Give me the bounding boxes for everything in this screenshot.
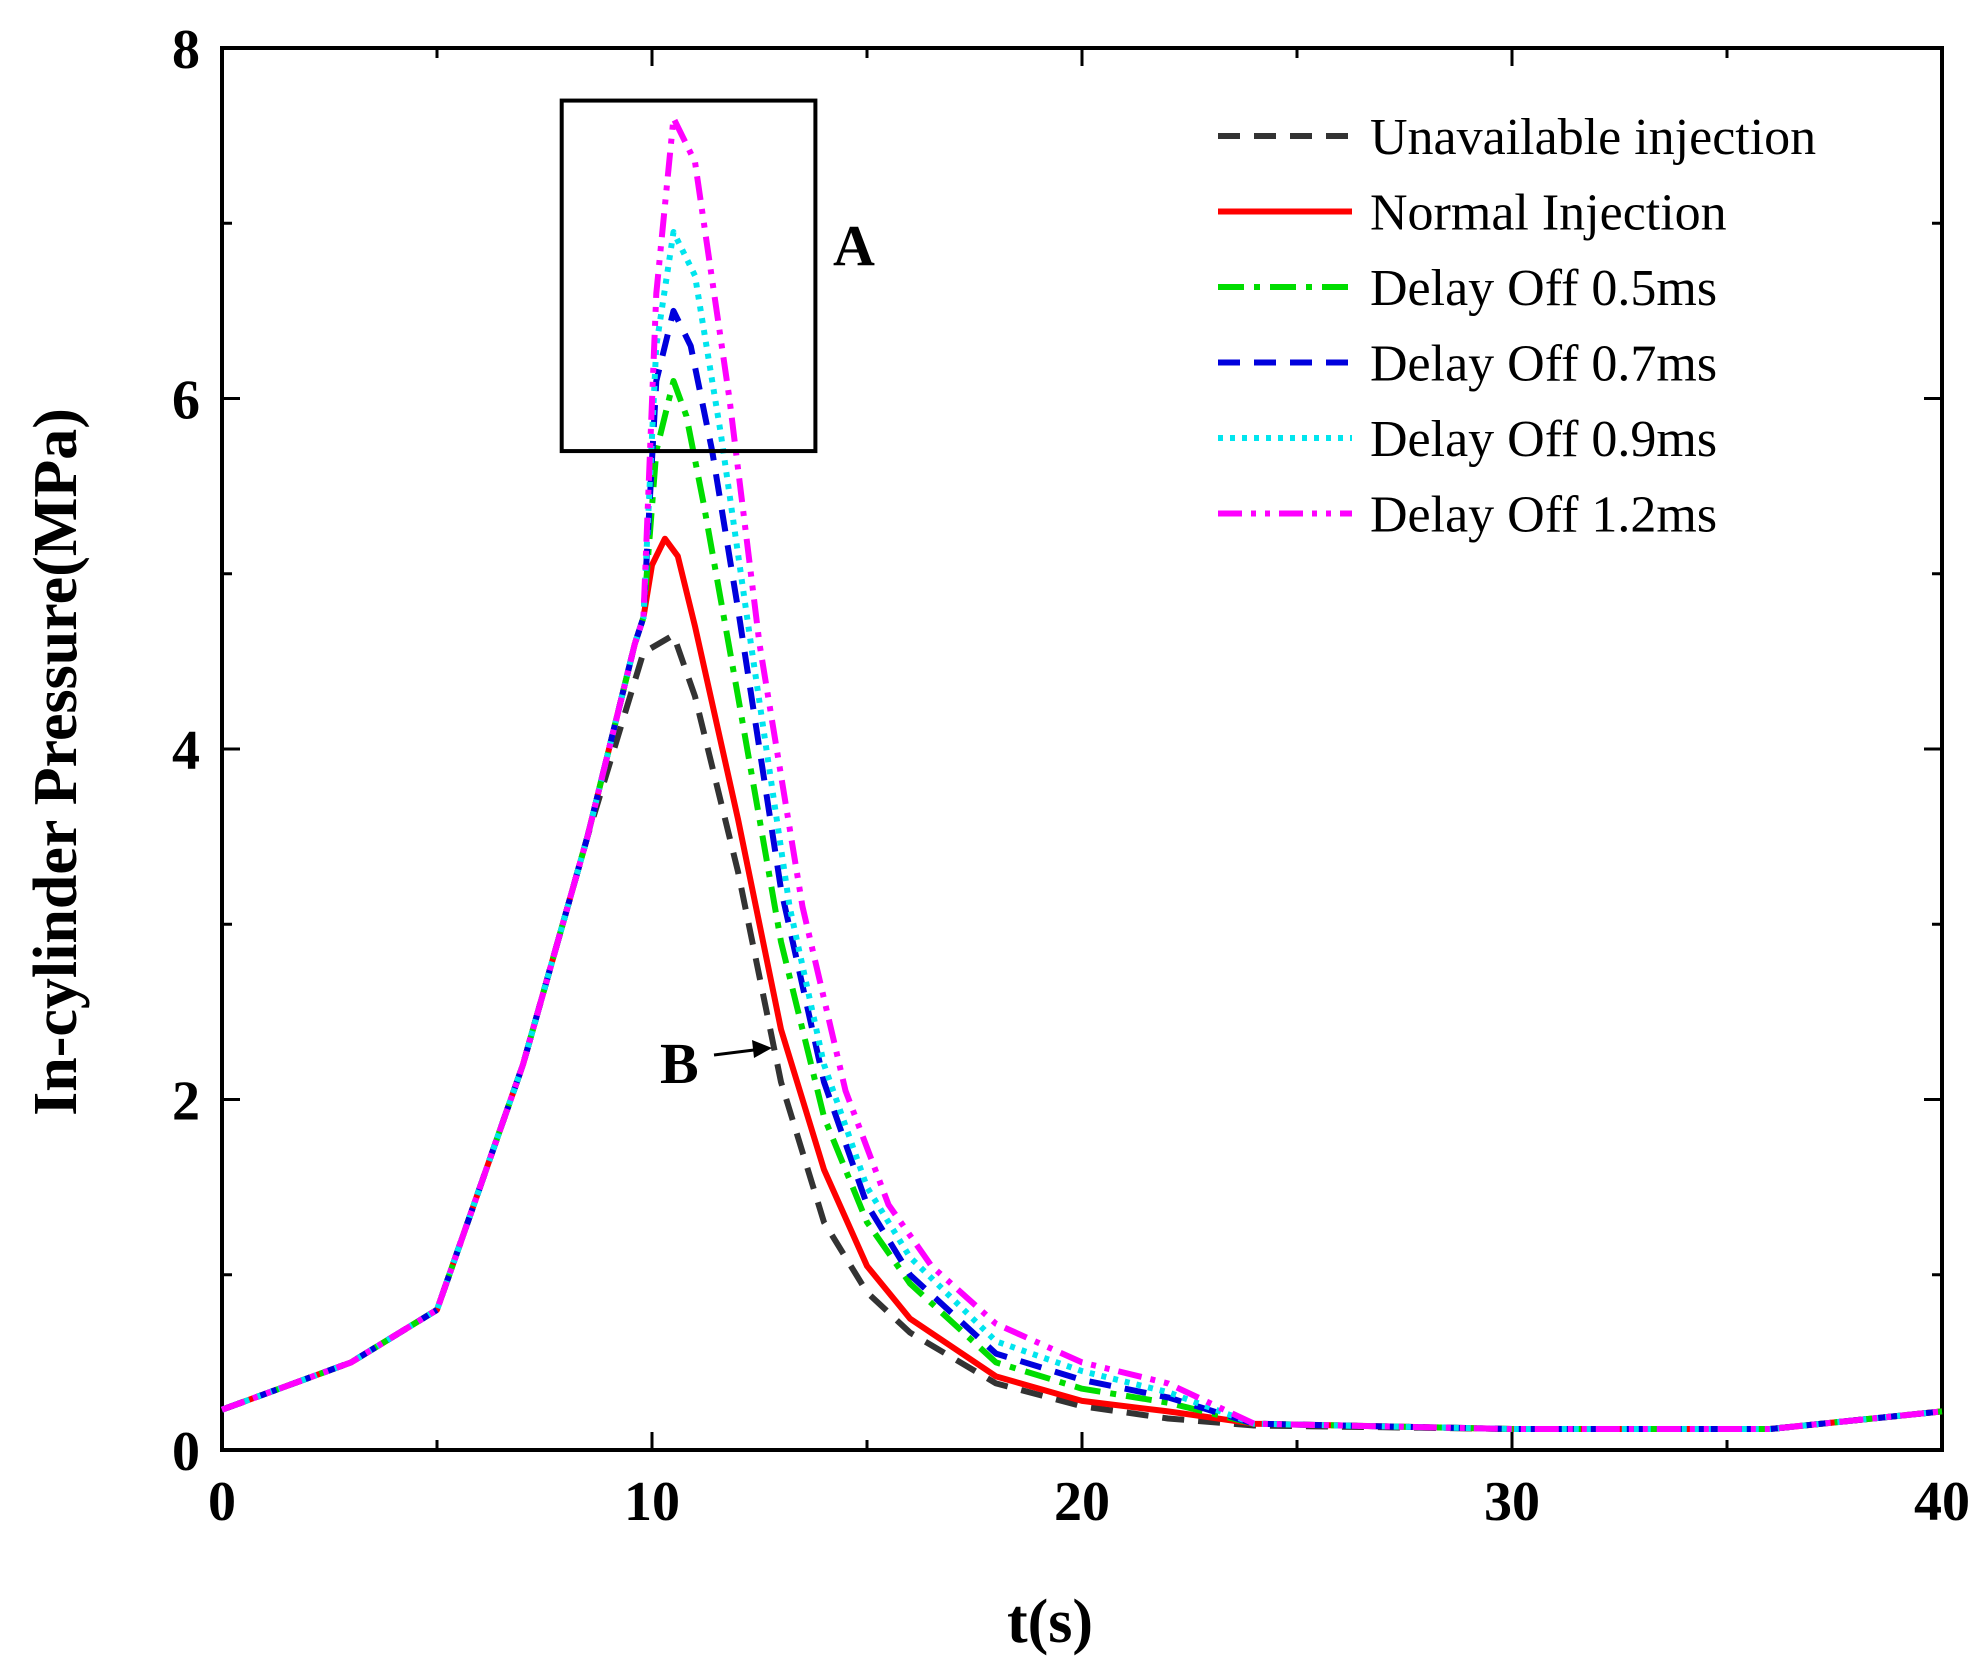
legend-label-5: Delay Off 1.2ms	[1370, 487, 1717, 544]
legend-label-4: Delay Off 0.9ms	[1370, 411, 1717, 468]
legend-label-1: Normal Injection	[1370, 185, 1727, 242]
legend-label-0: Unavailable injection	[1370, 109, 1816, 166]
annotation-label-a: A	[833, 213, 875, 278]
series-line-0	[220, 632, 1943, 1432]
y-tick-labels: 0 2 4 6 8	[172, 19, 200, 1483]
y-tick-label: 8	[172, 19, 200, 81]
annotation-label-b: B	[660, 1031, 699, 1096]
x-tick-label: 30	[1484, 1471, 1540, 1533]
legend: Unavailable injection Normal Injection Del…	[1218, 109, 1816, 544]
series-line-1	[220, 535, 1943, 1432]
x-tick-label: 10	[624, 1471, 680, 1533]
y-tick-label: 0	[172, 1421, 200, 1483]
x-axis-title: t(s)	[1007, 1588, 1093, 1656]
x-tick-label: 40	[1914, 1471, 1970, 1533]
y-tick-label: 6	[172, 370, 200, 432]
series-line-5	[220, 115, 1943, 1432]
legend-label-2: Delay Off 0.5ms	[1370, 260, 1717, 317]
x-tick-label: 0	[208, 1471, 236, 1533]
series-line-2	[220, 378, 1943, 1432]
y-axis-title: In-cylinder Pressure(MPa)	[22, 408, 90, 1116]
x-tick-label: 20	[1054, 1471, 1110, 1533]
plot-frame	[220, 46, 1944, 1452]
y-tick-label: 4	[172, 720, 200, 782]
series-layer	[220, 115, 1943, 1432]
x-tick-labels: 0 10 20 30 40	[208, 1471, 1970, 1533]
annotation-arrow-b	[713, 1040, 772, 1058]
series-line-4	[220, 229, 1943, 1432]
series-line-3	[220, 307, 1943, 1432]
annotation-box-a	[559, 98, 818, 454]
tick-marks	[220, 46, 1944, 1452]
y-tick-label: 2	[172, 1071, 200, 1133]
legend-label-3: Delay Off 0.7ms	[1370, 336, 1717, 393]
